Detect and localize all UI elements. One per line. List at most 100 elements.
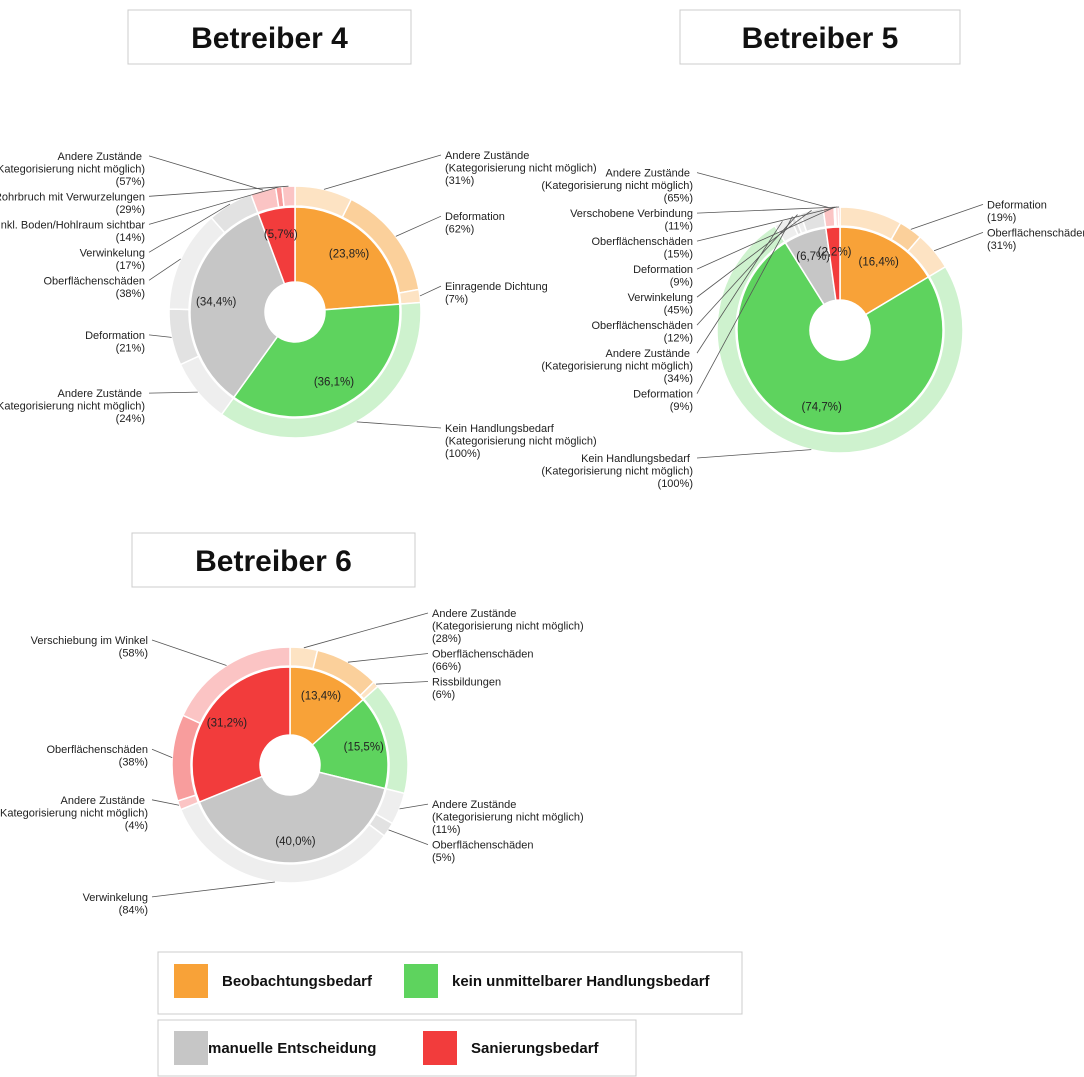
outer-value-label: (62%) — [445, 224, 474, 236]
inner-label: (74,7%) — [802, 401, 842, 413]
leader-line — [696, 214, 798, 326]
outer-value-label: (11%) — [432, 824, 461, 836]
outer-label: Kein Handlungsbedarf (Kategorisierung ni… — [445, 423, 597, 448]
legend-label: kein unmittelbarer Handlungsbedarf — [452, 973, 711, 990]
leader-line — [151, 799, 180, 806]
outer-label: Andere Zustände (Kategorisierung nicht m… — [0, 151, 145, 176]
outer-value-label: (58%) — [119, 647, 148, 659]
outer-label: Oberflächenschäden — [43, 275, 145, 287]
outer-value-label: (100%) — [658, 478, 693, 490]
legend-swatch — [404, 964, 438, 998]
leader-line — [696, 206, 835, 270]
outer-value-label: (31%) — [445, 175, 474, 187]
outer-value-label: (29%) — [116, 204, 145, 216]
outer-label: Deformation — [987, 199, 1047, 211]
donut-hole — [810, 300, 870, 360]
title-box — [127, 9, 412, 65]
leader-line — [375, 681, 429, 685]
outer-label: Deformation — [633, 264, 693, 276]
leader-line — [323, 154, 442, 190]
legend-swatch — [423, 1031, 457, 1065]
outer-value-label: (12%) — [664, 333, 693, 345]
outer-label: Oberflächenschäden — [591, 320, 693, 332]
outer-label: Einragende Dichtung — [445, 281, 548, 293]
outer-segment — [716, 224, 964, 454]
title-box — [679, 9, 961, 65]
outer-label: Verwinkelung — [83, 892, 148, 904]
outer-value-label: (21%) — [116, 342, 145, 354]
outer-label: Andere Zustände (Kategorisierung nicht m… — [0, 795, 148, 820]
outer-value-label: (84%) — [119, 904, 148, 916]
outer-segment — [181, 646, 291, 725]
outer-label: Oberflächenschäden — [432, 648, 534, 660]
outer-value-label: (57%) — [116, 176, 145, 188]
outer-label: Oberflächenschäden — [591, 236, 693, 248]
leader-line — [151, 639, 227, 666]
outer-value-label: (9%) — [670, 401, 693, 413]
leader-line — [910, 204, 984, 230]
legend-box — [157, 1019, 637, 1077]
legend-swatch — [174, 964, 208, 998]
chart-title: Betreiber 5 — [742, 22, 899, 55]
outer-label: Verwinkelung — [628, 292, 693, 304]
outer-value-label: (65%) — [664, 193, 693, 205]
leader-line — [696, 216, 793, 394]
outer-label: Andere Zustände (Kategorisierung nicht m… — [432, 799, 584, 824]
outer-value-label: (31%) — [987, 240, 1016, 252]
inner-label: (2,2%) — [818, 247, 852, 259]
inner-label: (23,8%) — [329, 249, 369, 261]
outer-label: Oberflächenschäden — [987, 227, 1084, 239]
outer-value-label: (9%) — [670, 277, 693, 289]
outer-value-label: (19%) — [987, 212, 1016, 224]
leader-line — [148, 258, 181, 281]
leader-line — [696, 172, 829, 208]
outer-value-label: (100%) — [445, 448, 480, 460]
outer-value-label: (24%) — [116, 413, 145, 425]
leader-line — [148, 185, 289, 197]
inner-label: (13,4%) — [301, 691, 341, 703]
outer-label: Andere Zustände (Kategorisierung nicht m… — [432, 608, 584, 633]
title-box — [131, 532, 416, 588]
outer-label: Schadhafte Anschlüsse inkl. Boden/Hohlra… — [0, 219, 145, 231]
leader-line — [696, 221, 783, 354]
donut-hole — [260, 735, 320, 795]
outer-value-label: (38%) — [119, 757, 148, 769]
leader-line — [148, 186, 279, 225]
donut-hole — [265, 282, 325, 342]
leader-line — [399, 803, 429, 810]
outer-label: Rissbildungen — [432, 676, 501, 688]
leader-line — [395, 215, 442, 237]
legend-label: Sanierungsbedarf — [471, 1040, 600, 1057]
outer-label: Deformation — [633, 389, 693, 401]
outer-value-label: (7%) — [445, 294, 468, 306]
outer-label: Oberflächenschäden — [432, 840, 534, 852]
leader-line — [148, 203, 231, 253]
outer-value-label: (5%) — [432, 852, 455, 864]
outer-label: Andere Zustände (Kategorisierung nicht m… — [541, 168, 693, 193]
legend-swatch — [174, 1031, 208, 1065]
leader-line — [148, 391, 198, 394]
outer-value-label: (4%) — [125, 820, 148, 832]
leader-line — [151, 748, 173, 758]
outer-value-label: (11%) — [664, 221, 693, 233]
outer-value-label: (17%) — [116, 260, 145, 272]
legend-label: Beobachtungsbedarf — [222, 973, 373, 990]
leader-line — [303, 612, 429, 649]
leader-line — [933, 232, 984, 252]
outer-value-label: (28%) — [432, 633, 461, 645]
inner-label: (15,5%) — [344, 742, 384, 754]
outer-label: Andere Zustände (Kategorisierung nicht m… — [541, 348, 693, 373]
inner-label: (34,4%) — [196, 297, 236, 309]
legend-box — [157, 951, 743, 1015]
outer-value-label: (66%) — [432, 661, 461, 673]
leader-line — [151, 881, 275, 898]
chart-title: Betreiber 4 — [191, 22, 348, 55]
outer-segment — [837, 206, 841, 227]
leader-line — [696, 210, 812, 298]
inner-label: (40,0%) — [275, 836, 315, 848]
outer-label: Andere Zustände (Kategorisierung nicht m… — [445, 150, 597, 175]
chart-title: Betreiber 6 — [195, 545, 352, 578]
outer-label: Verschobene Verbindung — [570, 208, 693, 220]
outer-value-label: (6%) — [432, 689, 455, 701]
outer-label: Andere Zustände (Kategorisierung nicht m… — [0, 388, 145, 413]
